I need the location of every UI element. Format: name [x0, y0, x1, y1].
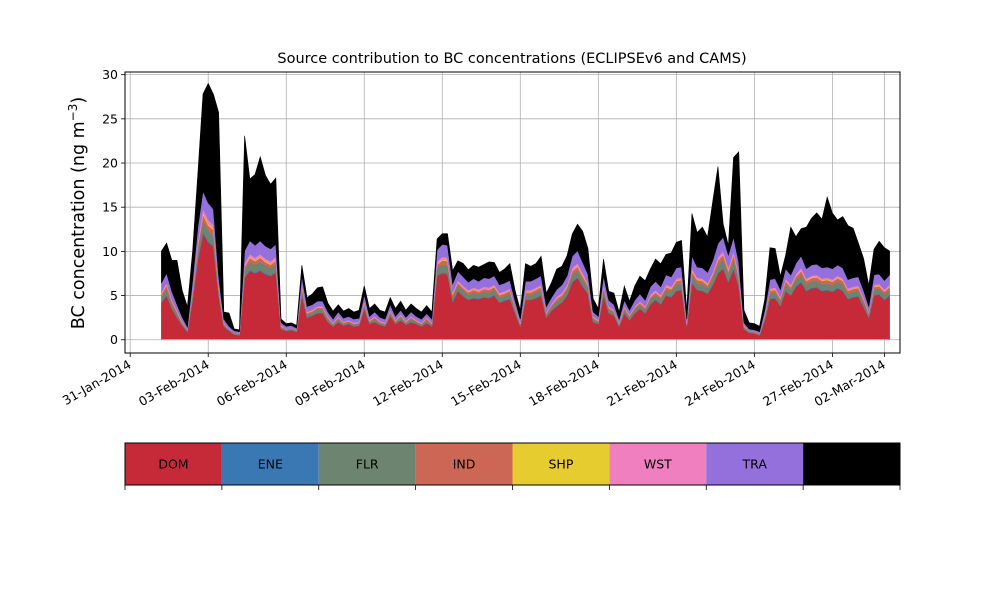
x-tick-label: 12-Feb-2014 — [370, 357, 446, 409]
y-axis-label-main: BC concentration (ng m — [69, 121, 89, 329]
x-tick-label: 31-Jan-2014 — [60, 357, 134, 408]
y-axis-label: BC concentration (ng m−3) — [66, 97, 89, 329]
legend-swatch-tra — [706, 443, 804, 485]
y-tick-label: 25 — [102, 111, 118, 126]
plot-frame — [124, 71, 901, 354]
legend-swatch-ind — [415, 443, 513, 485]
x-axis-ticks: 31-Jan-2014 03-Feb-2014 06-Feb-2014 09-Feb-… — [60, 353, 888, 409]
legend-swatch-ene — [221, 443, 319, 485]
x-tick-label: 03-Feb-2014 — [136, 357, 212, 409]
x-tick-label: 21-Feb-2014 — [604, 357, 680, 409]
chart-title: Source contribution to BC concentrations… — [277, 51, 746, 67]
y-tick-label: 30 — [102, 67, 118, 82]
x-tick-label: 18-Feb-2014 — [526, 357, 602, 409]
y-tick-label: 0 — [110, 332, 118, 347]
stacked-areas — [161, 82, 890, 341]
legend-label-wst: WST — [644, 457, 672, 472]
legend-label-tra: TRA — [742, 457, 768, 472]
legend-swatch-dom — [125, 443, 222, 485]
x-tick-label: 24-Feb-2014 — [682, 357, 758, 409]
legend-swatch-wst — [609, 443, 707, 485]
y-tick-label: 20 — [102, 156, 118, 171]
legend-swatch-flr — [318, 443, 416, 485]
x-tick-label: 09-Feb-2014 — [292, 357, 368, 409]
legend-label-dom: DOM — [158, 457, 188, 472]
x-tick-label: 15-Feb-2014 — [448, 357, 524, 409]
legend-label-flr: FLR — [356, 457, 379, 472]
legend-swatch-bb — [803, 443, 900, 485]
y-axis-ticks: 0 5 10 15 20 25 30 — [102, 67, 125, 347]
y-axis-label-close: ) — [69, 97, 89, 104]
y-tick-label: 5 — [110, 288, 118, 303]
legend-swatch-shp — [512, 443, 610, 485]
legend-label-ind: IND — [453, 457, 476, 472]
legend-label-shp: SHP — [549, 457, 574, 472]
legend-label-ene: ENE — [258, 457, 283, 472]
legend-label-bb: BB — [843, 457, 860, 472]
y-axis-label-sup: −3 — [66, 104, 80, 122]
y-tick-label: 10 — [102, 244, 118, 259]
legend: DOM ENE FLR IND SHP WST TRA BB — [124, 442, 901, 490]
y-tick-label: 15 — [102, 200, 118, 215]
area-bb — [161, 82, 890, 333]
x-tick-label: 06-Feb-2014 — [214, 357, 290, 409]
